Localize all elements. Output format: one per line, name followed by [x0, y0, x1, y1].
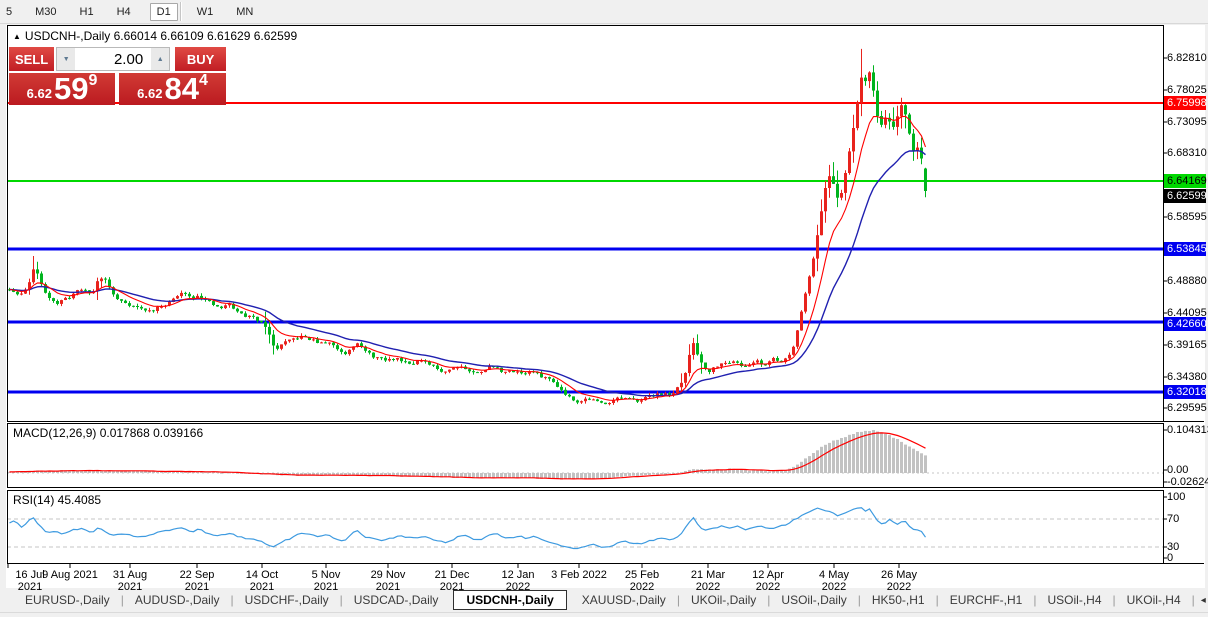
- toolbar-separator: [180, 2, 182, 21]
- date-axis-label: 26 May 2022: [880, 569, 918, 593]
- volume-spinner: ▼ 2.00 ▲: [56, 47, 171, 71]
- indicator-axis-label: 0: [1167, 552, 1174, 564]
- sell-price-box[interactable]: 6.62 59 9: [9, 71, 115, 106]
- price-level-label: 6.42660: [1164, 317, 1207, 331]
- indicator-axis-label: 0.104313: [1167, 424, 1208, 436]
- volume-input[interactable]: 2.00: [113, 50, 144, 68]
- price-axis-label: 6.73095: [1167, 116, 1207, 128]
- tab-separator: |: [857, 593, 861, 607]
- sell-price-main: 59: [53, 71, 89, 106]
- trade-prices-row: 6.62 59 9 6.62 84 4: [9, 71, 226, 106]
- chart-ohlc-values: 6.66014 6.66109 6.61629 6.62599: [113, 29, 298, 43]
- rsi-indicator-label: RSI(14) 45.4085: [13, 493, 102, 507]
- timeframe-button-m30[interactable]: M30: [35, 5, 57, 18]
- tab-usoil-h4[interactable]: USOil-,H4: [1047, 593, 1102, 607]
- timeframe-button-h1[interactable]: H1: [79, 5, 94, 18]
- sell-price-prefix: 6.62: [26, 86, 52, 101]
- tab-scroll-controls: |◂▸: [1192, 593, 1208, 607]
- date-axis-label: 29 Nov 2021: [370, 569, 406, 593]
- tab-usdcnh-daily[interactable]: USDCNH-,Daily: [453, 590, 567, 610]
- tab-separator: |: [767, 593, 771, 607]
- date-axis-label: 25 Feb 2022: [624, 569, 660, 593]
- price-axis-label: 6.82810: [1167, 52, 1207, 64]
- price-axis-label: 6.48880: [1167, 275, 1207, 287]
- date-axis-label: 3 Feb 2022: [551, 569, 607, 581]
- indicator-axis-label: 100: [1167, 491, 1186, 503]
- buy-price-prefix: 6.62: [137, 86, 163, 101]
- tab-separator: |: [1112, 593, 1116, 607]
- price-axis-label: 6.39165: [1167, 339, 1207, 351]
- date-axis-label: 14 Oct 2021: [245, 569, 279, 593]
- volume-increase-button[interactable]: ▲: [151, 48, 170, 70]
- price-axis-label: 6.78025: [1167, 84, 1207, 96]
- buy-price-pip: 4: [198, 72, 208, 89]
- volume-decrease-button[interactable]: ▼: [57, 48, 76, 70]
- timeframe-button-5[interactable]: 5: [6, 5, 13, 18]
- tab-scroll-left-icon[interactable]: ◂: [1200, 594, 1206, 606]
- timeframe-toolbar: 5 M30 H1 H4 D1 W1 MN: [0, 0, 1208, 24]
- price-axis-label: 6.44095: [1167, 307, 1207, 319]
- date-axis-label: 12 Apr 2022: [752, 569, 784, 593]
- sell-price-pip: 9: [88, 72, 98, 89]
- price-axis-label: 6.34380: [1167, 371, 1207, 383]
- sell-button[interactable]: SELL: [9, 47, 55, 71]
- date-axis-label: 22 Sep 2021: [179, 569, 215, 593]
- tab-ukoil-daily[interactable]: UKOil-,Daily: [690, 593, 757, 607]
- chart-title: ▲ USDCNH-,Daily 6.66014 6.66109 6.61629 6…: [13, 29, 297, 43]
- tab-separator: |: [120, 593, 124, 607]
- tab-hk50-h1[interactable]: HK50-,H1: [871, 593, 925, 607]
- trade-buttons-row: SELL ▼ 2.00 ▲ BUY: [9, 47, 226, 71]
- tab-separator: |: [1033, 593, 1037, 607]
- buy-price-main: 84: [164, 71, 199, 106]
- price-axis-label: 6.29595: [1167, 402, 1207, 414]
- timeframe-button-d1[interactable]: D1: [149, 2, 178, 21]
- date-axis-label: 21 Mar 2022: [690, 569, 726, 593]
- date-axis-label: 5 Nov 2021: [311, 569, 341, 593]
- date-axis-label: 21 Dec 2021: [434, 569, 470, 593]
- tab-separator: |: [230, 593, 234, 607]
- macd-indicator-label: MACD(12,26,9) 0.017868 0.039166: [13, 426, 204, 440]
- indicator-axis-label: 0.00: [1167, 464, 1189, 476]
- buy-button[interactable]: BUY: [175, 47, 226, 71]
- indicator-axis-label: 30: [1167, 541, 1180, 553]
- tab-separator: |: [676, 593, 680, 607]
- chart-tab-bar: EURUSD-,Daily | AUDUSD-,Daily | USDCHF-,Dail…: [0, 588, 1208, 612]
- one-click-trading-widget: SELL ▼ 2.00 ▲ BUY 6.62 59 9 6.62 84 4: [9, 47, 226, 105]
- price-level-label: 6.53845: [1164, 242, 1207, 256]
- tab-separator: |: [339, 593, 343, 607]
- tab-eurusd-daily[interactable]: EURUSD-,Daily: [25, 593, 110, 607]
- tab-xauusd-daily[interactable]: XAUUSD-,Daily: [581, 593, 666, 607]
- date-axis-label: 12 Jan 2022: [501, 569, 535, 593]
- date-axis-label: 31 Aug 2021: [112, 569, 148, 593]
- tab-audusd-daily[interactable]: AUDUSD-,Daily: [134, 593, 220, 607]
- date-axis-label: 4 May 2022: [819, 569, 849, 593]
- price-level-label: 6.62599: [1164, 189, 1207, 203]
- timeframe-button-w1[interactable]: W1: [196, 5, 214, 18]
- price-level-label: 6.32018: [1164, 385, 1207, 399]
- tab-eurchf-h1[interactable]: EURCHF-,H1: [949, 593, 1023, 607]
- tab-usdchf-daily[interactable]: USDCHF-,Daily: [244, 593, 329, 607]
- buy-price-box[interactable]: 6.62 84 4: [119, 71, 226, 106]
- indicator-axis-label: -0.026249: [1167, 476, 1208, 488]
- chart-marker-icon: ▲: [13, 32, 21, 41]
- indicator-axis-label: 70: [1167, 513, 1180, 525]
- chart-symbol-period: USDCNH-,Daily: [24, 29, 111, 43]
- tab-ukoil-h4[interactable]: UKOil-,H4: [1126, 593, 1181, 607]
- tab-separator: |: [935, 593, 939, 607]
- price-axis-label: 6.58595: [1167, 211, 1207, 223]
- date-axis-label: 16 Jul 2021: [15, 569, 45, 593]
- tab-usoil-daily[interactable]: USOil-,Daily: [781, 593, 847, 607]
- timeframe-button-h4[interactable]: H4: [116, 5, 131, 18]
- price-level-label: 6.75998: [1164, 96, 1207, 110]
- tab-separator: |: [1191, 593, 1195, 607]
- price-level-label: 6.64169: [1164, 174, 1207, 188]
- price-axis-label: 6.68310: [1167, 147, 1207, 159]
- timeframe-button-mn[interactable]: MN: [236, 5, 254, 18]
- date-axis-label: 9 Aug 2021: [42, 569, 98, 581]
- tab-usdcad-daily[interactable]: USDCAD-,Daily: [353, 593, 439, 607]
- status-bar: [0, 612, 1208, 617]
